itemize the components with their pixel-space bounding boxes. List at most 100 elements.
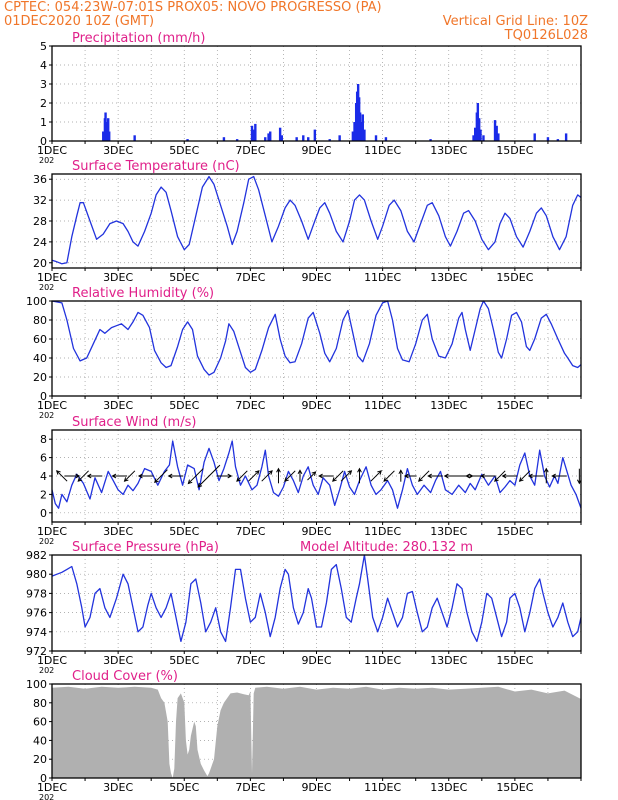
panel-title: Surface Wind (m/s) <box>72 415 196 430</box>
wind-line <box>51 440 582 509</box>
wind-arrow-head <box>347 470 353 475</box>
wind-arrow <box>56 470 68 482</box>
precip-bar <box>472 135 475 141</box>
x-tick-label: 3DEC <box>103 399 133 412</box>
wind-arrow <box>248 470 260 482</box>
x-tick-label: 1DEC <box>37 525 67 538</box>
precip-bar <box>222 137 226 141</box>
y-tick-label: 32 <box>33 194 47 207</box>
wind-arrow <box>284 470 296 482</box>
y-tick-label: 982 <box>26 549 47 562</box>
station-info: CPTEC: 054:23W-07:01S PROX05: NOVO PROGR… <box>4 0 382 15</box>
x-tick-label: 7DEC <box>235 144 265 157</box>
wind-arrow-head <box>551 473 556 479</box>
x-tick-label: 3DEC <box>103 654 133 667</box>
panel-title: Relative Humidity (%) <box>72 286 214 301</box>
precip-bar <box>252 129 255 141</box>
precip-bar <box>107 118 110 141</box>
precip-bar <box>363 129 366 141</box>
precip-bar <box>361 114 364 141</box>
wind-arrow <box>418 470 430 482</box>
model-code: TQ0126L028 <box>504 28 588 43</box>
wind-arrow-head <box>276 467 281 473</box>
x-tick-label: 5DEC <box>169 399 199 412</box>
panel-title: Cloud Cover (%) <box>72 669 178 684</box>
y-tick-label: 978 <box>26 587 47 600</box>
y-tick-label: 6 <box>40 452 47 465</box>
wind-arrow-head <box>377 470 382 475</box>
precip-bar <box>474 127 477 141</box>
y-tick-label: 0 <box>40 507 47 520</box>
x-tick-label: 13DEC <box>430 525 467 538</box>
precip-bar <box>353 122 356 141</box>
precip-bar <box>278 127 282 141</box>
wind-arrow-head <box>268 470 273 475</box>
wind-arrow-head <box>167 473 173 479</box>
x-tick-label: 11DEC <box>364 781 401 794</box>
y-tick-label: 60 <box>33 716 47 729</box>
y-tick-label: 20 <box>33 753 47 766</box>
precip-bar <box>328 139 331 141</box>
y-tick-label: 976 <box>26 607 47 620</box>
y-tick-label: 80 <box>33 697 47 710</box>
x-tick-label: 15DEC <box>496 271 533 284</box>
x-tick-label: 15DEC <box>496 654 533 667</box>
precip-bar <box>374 135 378 141</box>
x-tick-label: 3DEC <box>103 525 133 538</box>
precip-bar <box>102 131 105 141</box>
x-tick-label: 13DEC <box>430 271 467 284</box>
y-tick-label: 28 <box>33 215 47 228</box>
wind-arrow-head <box>318 473 323 479</box>
y-tick-label: 980 <box>26 568 47 581</box>
precip-bar <box>564 133 568 141</box>
x-tick-label: 9DEC <box>301 525 331 538</box>
forecast-date: 01DEC2020 10Z (GMT) <box>4 14 155 29</box>
precip-bar <box>360 122 363 141</box>
wind-arrow-head <box>543 467 549 473</box>
precip-bar <box>254 123 257 141</box>
panel-title: Surface Temperature (nC) <box>72 159 240 174</box>
precip-bar <box>476 103 480 141</box>
y-tick-label: 0 <box>40 772 47 785</box>
precip-bar <box>107 131 111 141</box>
precip-bar <box>307 137 310 141</box>
y-tick-label: 80 <box>33 314 47 327</box>
wind-arrow-head <box>75 473 81 479</box>
wind-arrow-head <box>418 477 423 482</box>
panel-cloud: 0 20 40 60 80 100 1DEC 3DEC 5DEC 7DEC 9DEC 11DEC 13D… <box>26 669 582 800</box>
y-tick-label: 100 <box>26 295 47 308</box>
x-tick-label: 15DEC <box>496 399 533 412</box>
vertical-grid-note: Vertical Grid Line: 10Z <box>442 14 588 29</box>
x-tick-label: 11DEC <box>364 144 401 157</box>
x-year-label: 202 <box>39 666 54 675</box>
x-tick-label: 11DEC <box>364 399 401 412</box>
x-tick-label: 7DEC <box>235 525 265 538</box>
x-tick-label: 5DEC <box>169 654 199 667</box>
wind-arrow <box>154 469 168 483</box>
x-tick-label: 9DEC <box>301 144 331 157</box>
precip-bar <box>235 139 239 141</box>
precip-bar <box>133 135 136 141</box>
x-tick-label: 11DEC <box>364 654 401 667</box>
x-tick-label: 1DEC <box>37 399 67 412</box>
wind-arrow <box>370 470 382 482</box>
precip-bar <box>358 112 362 141</box>
wind-arrow-head <box>297 469 303 475</box>
panel-press: 972 974 976 978 980 982 1DEC 3DEC 5DEC 7DEC 9DEC 11… <box>26 540 582 675</box>
model-altitude-label: Model Altitude: 280.132 m <box>300 540 473 555</box>
x-tick-label: 15DEC <box>496 525 533 538</box>
precip-bar <box>280 135 283 141</box>
precip-bar <box>497 133 500 141</box>
x-tick-label: 5DEC <box>169 271 199 284</box>
x-tick-label: 11DEC <box>364 271 401 284</box>
wind-arrow <box>383 470 395 482</box>
wind-arrow <box>77 470 89 482</box>
wind-arrow-head <box>480 473 485 479</box>
precip-bar <box>546 137 550 141</box>
x-tick-label: 9DEC <box>301 399 331 412</box>
wind-arrow-head <box>227 473 233 479</box>
y-tick-label: 0 <box>40 135 47 148</box>
x-tick-label: 13DEC <box>430 781 467 794</box>
wind-arrow-head <box>332 477 337 482</box>
x-tick-label: 11DEC <box>364 525 401 538</box>
